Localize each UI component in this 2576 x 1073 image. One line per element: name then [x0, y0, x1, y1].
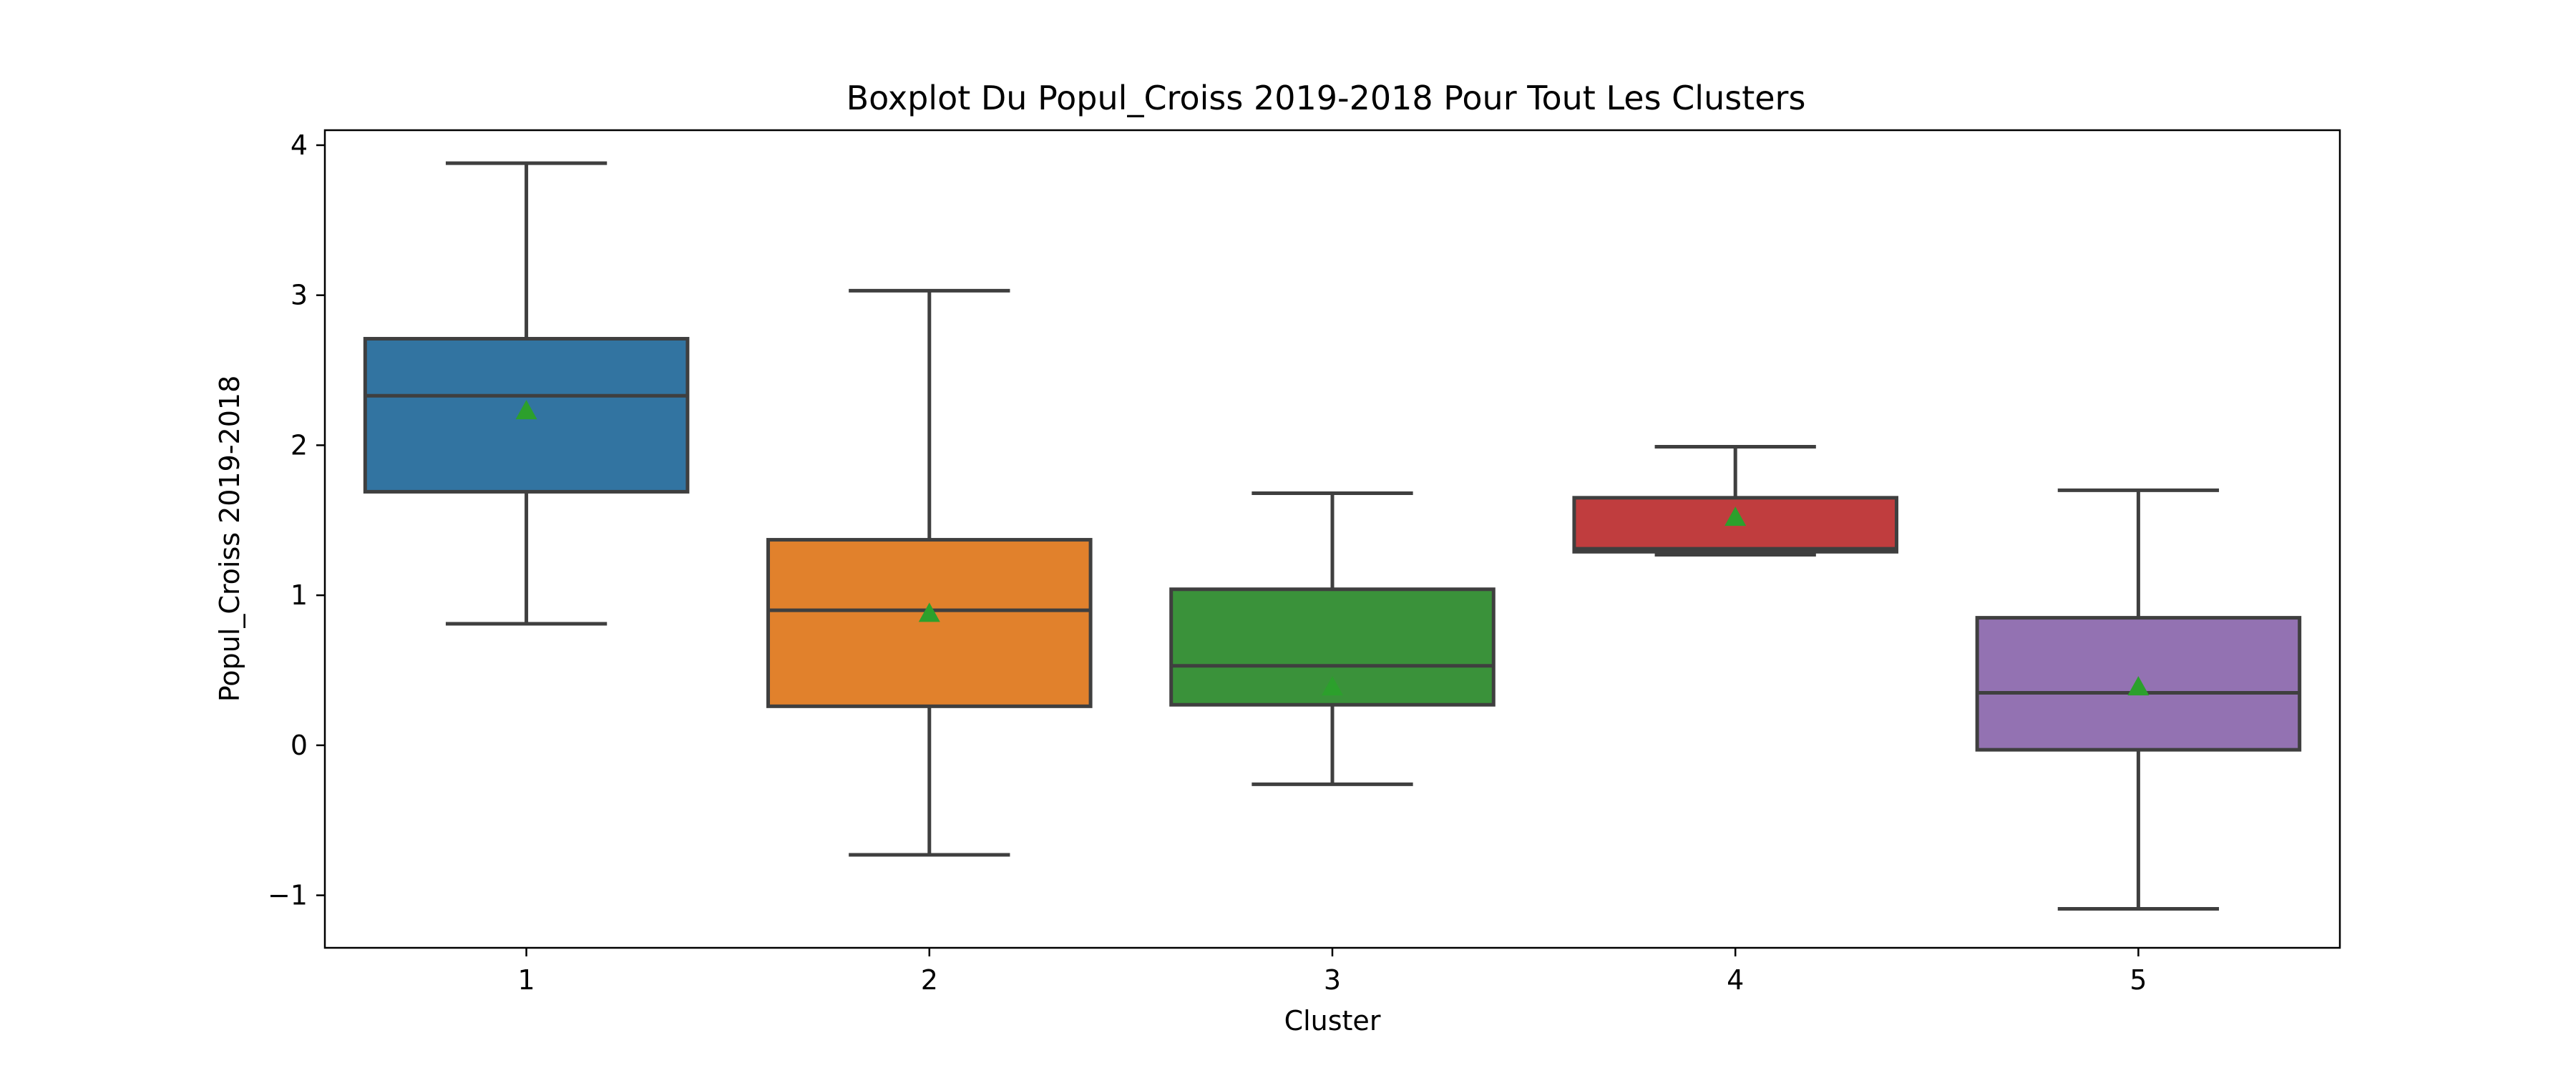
mean-marker-1 [515, 400, 537, 420]
box-5 [1975, 616, 2302, 752]
x-tick-label-4: 4 [1727, 964, 1744, 996]
mean-marker-4 [1724, 506, 1747, 526]
x-tick-label-1: 1 [518, 964, 535, 996]
y-tick-label-4: 3 [291, 280, 308, 311]
chart-title: Boxplot Du Popul_Croiss 2019-2018 Pour T… [847, 79, 1806, 117]
x-tick-label-2: 2 [921, 964, 938, 996]
y-tick-label-2: 1 [291, 579, 308, 611]
box-3 [1169, 587, 1496, 707]
box-group-2 [766, 288, 1093, 857]
y-tick-label-5: 4 [291, 129, 308, 161]
box-group-5 [1975, 488, 2302, 911]
x-tick-label-5: 5 [2129, 964, 2147, 996]
y-tick-label-1: 0 [291, 730, 308, 761]
y-axis-label: Popul_Croiss 2019-2018 [214, 376, 245, 702]
mean-marker-3 [1322, 676, 1343, 696]
mean-marker-2 [918, 602, 940, 622]
plot-area [363, 161, 2302, 911]
box-group-4 [1572, 445, 1898, 557]
x-tick-label-3: 3 [1324, 964, 1341, 996]
box-group-1 [363, 161, 690, 626]
box-2 [766, 538, 1093, 708]
axis-ticks: 1 2 3 4 5 −1 0 1 2 3 4 [268, 129, 2147, 996]
y-tick-label-3: 2 [291, 429, 308, 461]
box-group-3 [1169, 491, 1496, 786]
mean-marker-5 [2127, 676, 2150, 696]
x-axis-label: Cluster [1284, 1005, 1381, 1037]
y-tick-label-0: −1 [268, 880, 308, 911]
